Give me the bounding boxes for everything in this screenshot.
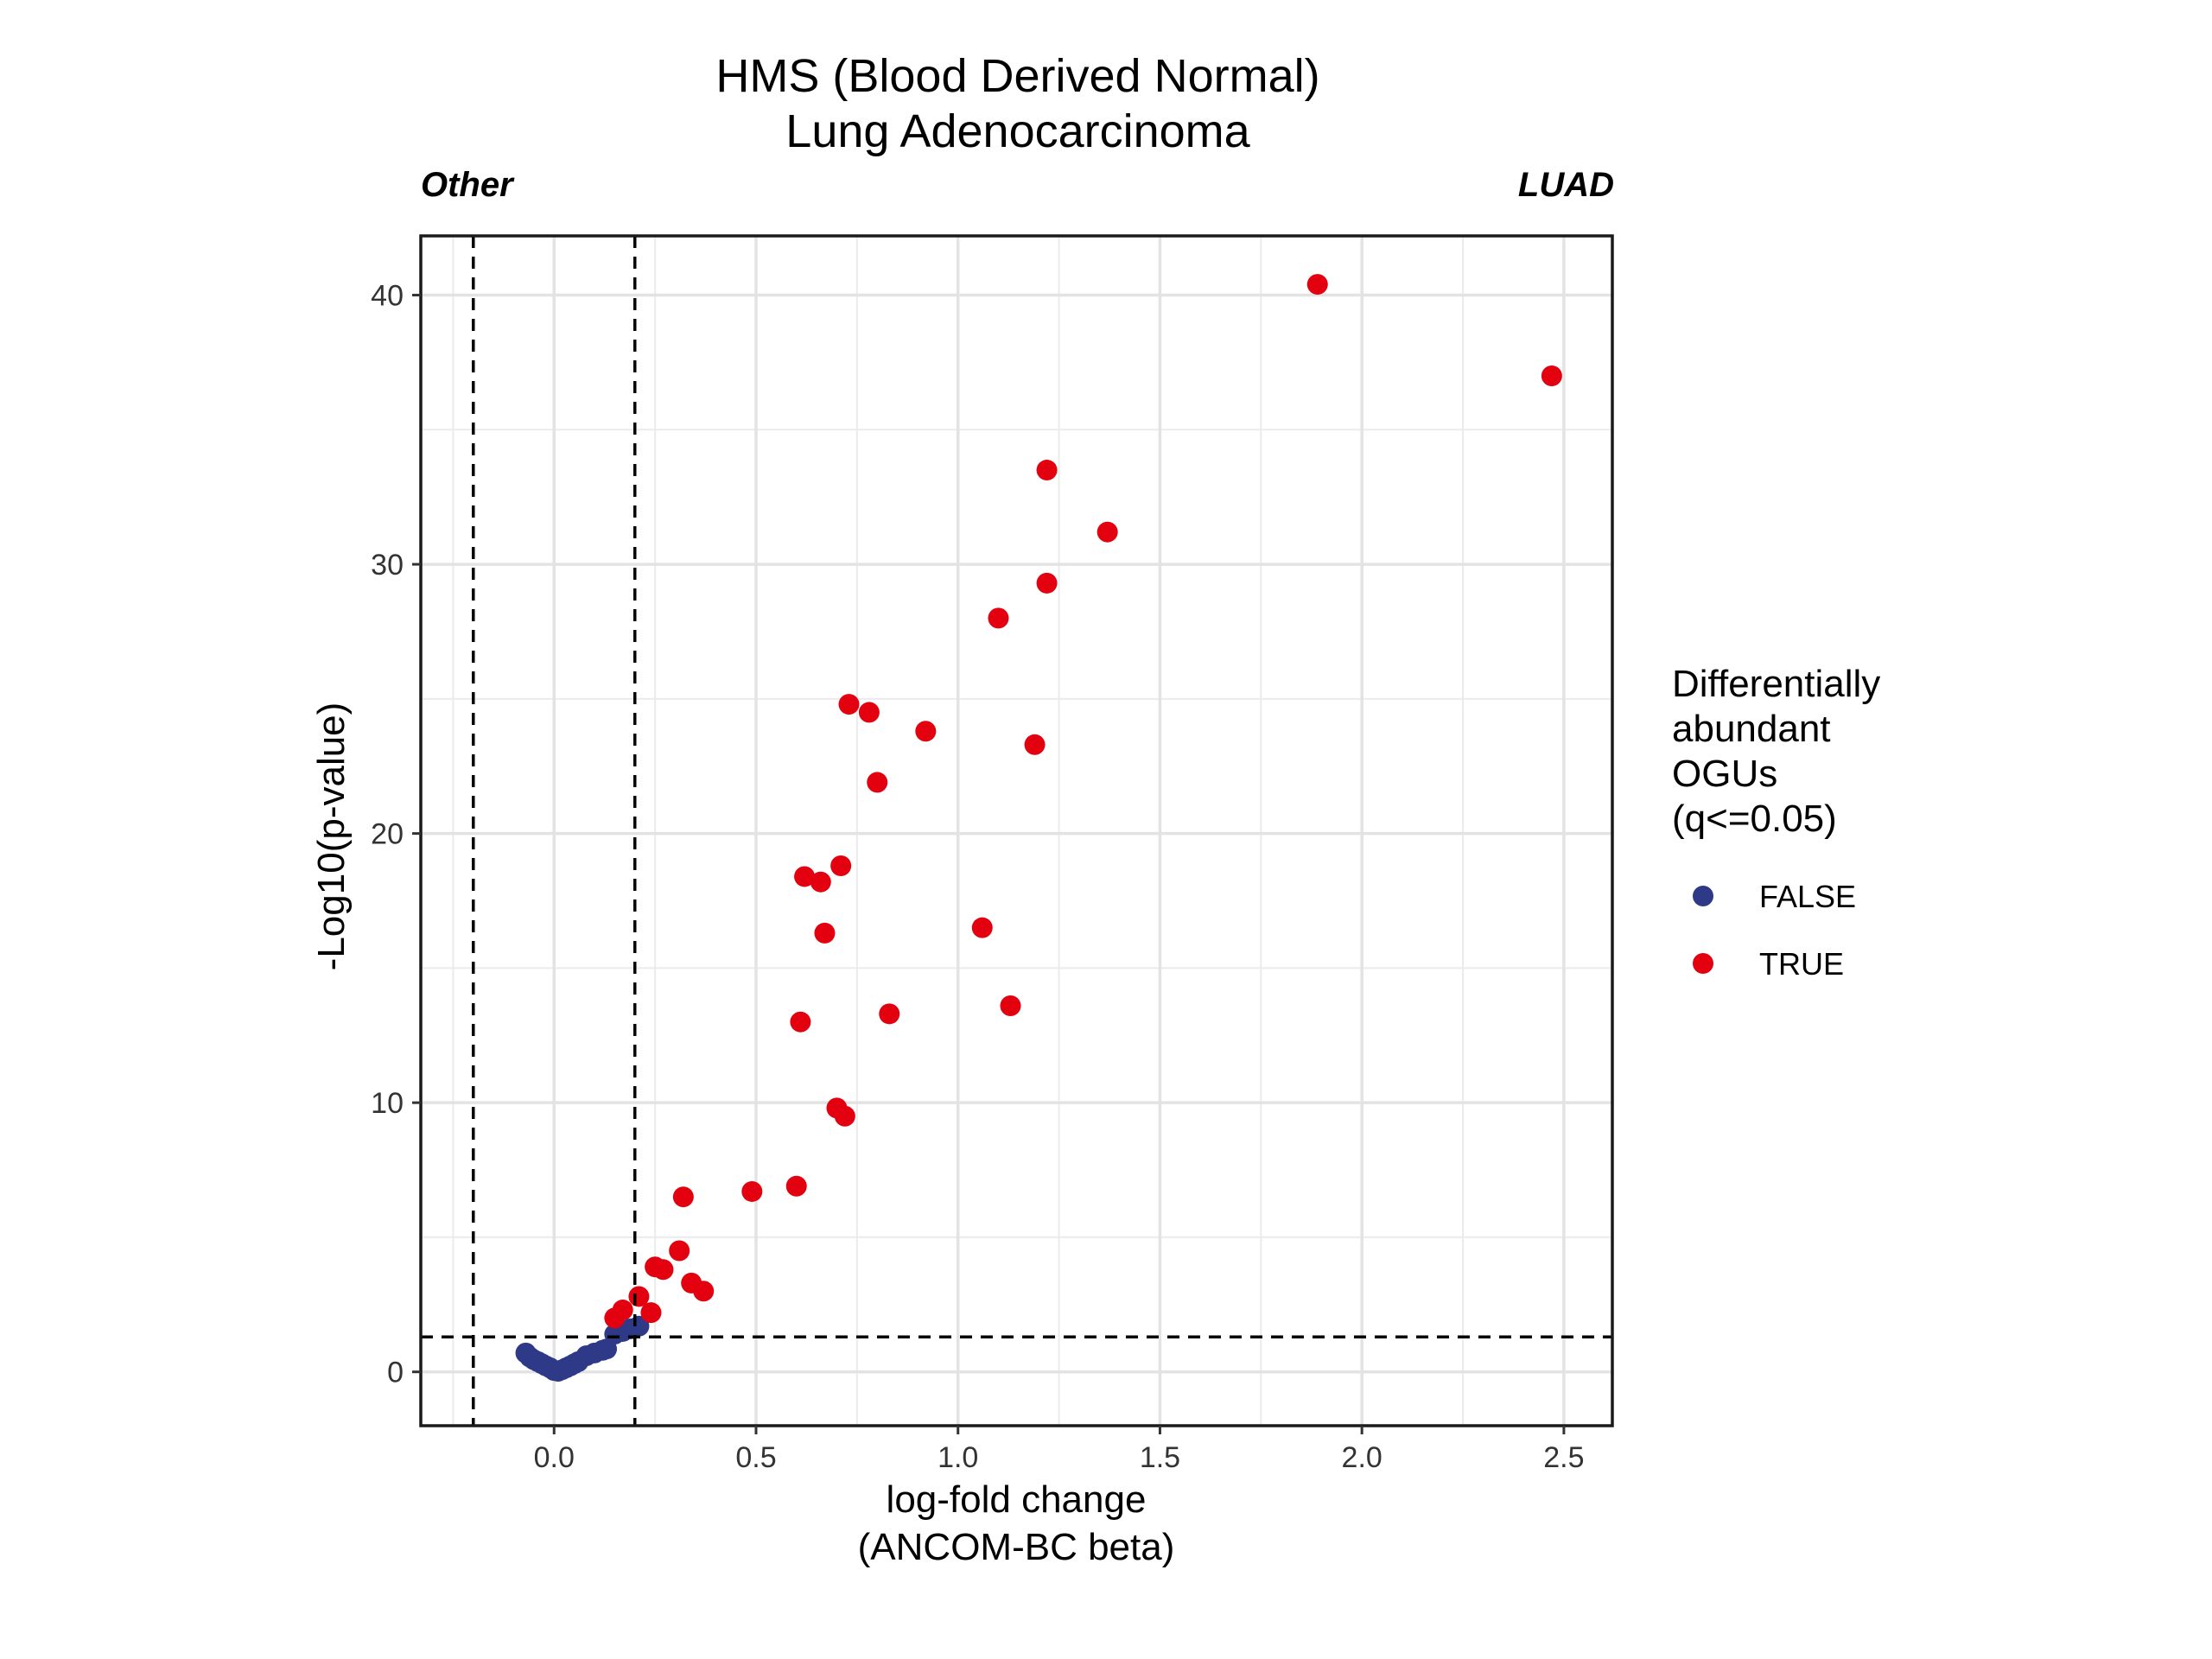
data-point-true <box>814 922 836 944</box>
chart-subtitle: Lung Adenocarcinoma <box>785 105 1250 157</box>
data-point-true <box>640 1302 662 1324</box>
data-point-true <box>669 1240 690 1262</box>
x-tick-label: 1.0 <box>938 1441 978 1474</box>
data-point-true <box>1541 365 1562 386</box>
x-tick-label: 0.5 <box>735 1441 776 1474</box>
panel-border <box>419 234 1614 1427</box>
y-axis-label: -Log10(p-value) <box>310 702 353 971</box>
data-point-true <box>1306 274 1328 296</box>
data-point-true <box>612 1300 633 1321</box>
data-point-true <box>810 871 831 893</box>
plot-panel: 0.0 0.5 1.0 1.5 2.0 2.5 0 10 20 30 40 <box>371 234 1614 1474</box>
data-point-true <box>838 694 860 715</box>
x-axis-label-line1: log-fold change <box>887 1478 1147 1521</box>
y-tick-label: 40 <box>371 280 404 313</box>
data-point-true <box>1036 460 1058 481</box>
data-point-true <box>1000 995 1021 1016</box>
chart-title: HMS (Blood Derived Normal) <box>715 50 1319 102</box>
panel-background <box>421 236 1612 1426</box>
data-point-true <box>971 917 993 938</box>
data-point-true <box>652 1259 674 1281</box>
x-tick-label: 1.5 <box>1140 1441 1180 1474</box>
legend-title-line1: Differentially <box>1672 663 1880 705</box>
legend-key-false <box>1693 886 1713 906</box>
data-point-true <box>858 702 880 723</box>
data-point-true <box>794 866 816 887</box>
data-point-true <box>672 1186 694 1208</box>
x-tick-label: 2.5 <box>1543 1441 1584 1474</box>
data-point-true <box>988 607 1009 629</box>
legend-key-true <box>1693 953 1713 974</box>
y-tick-label: 10 <box>371 1087 404 1120</box>
data-point-true <box>785 1175 807 1197</box>
data-point-true <box>867 772 888 793</box>
annotation-other: Other <box>421 166 515 204</box>
data-point-true <box>693 1281 715 1302</box>
legend: Differentially abundant OGUs (q<=0.05) F… <box>1672 663 1880 982</box>
legend-label-false: FALSE <box>1759 879 1856 914</box>
annotation-luad: LUAD <box>1518 166 1614 204</box>
data-point-true <box>915 721 937 742</box>
legend-title-line4: (q<=0.05) <box>1672 798 1837 840</box>
legend-title-line3: OGUs <box>1672 753 1777 795</box>
x-tick-label: 2.0 <box>1342 1441 1382 1474</box>
data-point-true <box>790 1011 811 1033</box>
x-tick-label: 0.0 <box>534 1441 575 1474</box>
legend-title-line2: abundant <box>1672 708 1831 750</box>
data-point-true <box>741 1180 763 1202</box>
data-point-true <box>830 855 852 876</box>
legend-label-true: TRUE <box>1759 946 1844 982</box>
y-tick-label: 0 <box>387 1357 404 1389</box>
y-tick-label: 30 <box>371 549 404 582</box>
y-tick-label: 20 <box>371 818 404 851</box>
x-axis-label-line2: (ANCOM-BC beta) <box>858 1526 1175 1568</box>
data-point-true <box>1096 521 1118 543</box>
data-point-true <box>834 1105 855 1127</box>
data-point-true <box>1036 572 1058 594</box>
data-point-true <box>879 1003 900 1025</box>
data-point-true <box>1024 734 1046 755</box>
